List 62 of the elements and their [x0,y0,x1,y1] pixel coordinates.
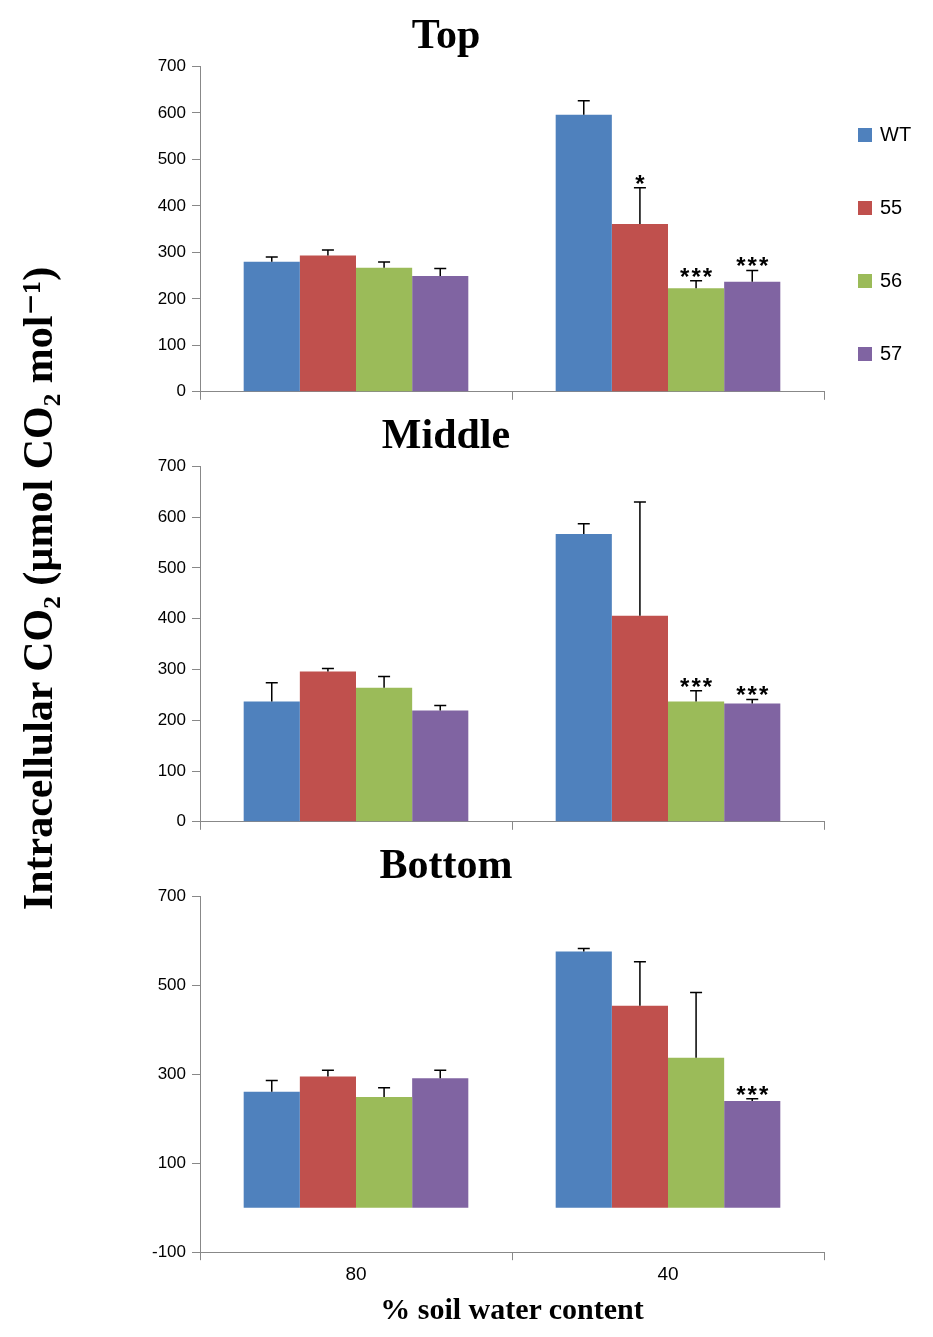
y-tick-label: 0 [176,811,186,831]
y-tick-label: 500 [157,149,186,169]
bar [356,267,413,392]
chart-title: Bottom [379,841,513,888]
data-label: * [635,169,647,197]
bar [243,701,300,822]
x-axis-title: % soil water content [380,1291,644,1325]
bar [555,114,612,392]
data-label: *** [680,262,715,290]
data-label: *** [736,681,771,709]
bar [611,615,668,822]
y-tick-label: 300 [157,659,186,679]
legend-label: 56 [880,269,903,292]
bar [243,1091,300,1208]
y-tick-label: 300 [157,242,186,262]
y-tick-label: 700 [157,56,186,76]
y-tick-label: 700 [157,456,186,476]
y-tick-label: 100 [157,335,186,354]
bar [555,533,612,822]
bar [555,951,612,1208]
y-tick-label: 600 [157,102,186,122]
y-tick-label: 400 [157,608,186,628]
bar [724,703,781,822]
bar [299,1076,356,1208]
bar [299,255,356,392]
bar [412,1078,469,1208]
bar [611,1005,668,1208]
legend-label: 55 [880,196,903,219]
y-tick-label: 500 [157,557,186,577]
legend-label: 57 [880,342,903,365]
bar [356,687,413,822]
legend-label: WT [880,123,912,146]
y-tick-label: 100 [157,1152,186,1172]
bar [668,1057,725,1208]
y-tick-label: 400 [157,195,186,215]
data-label: *** [680,672,715,700]
y-tick-label: 200 [157,709,186,729]
bar [243,261,300,392]
y-tick-label: 300 [157,1063,186,1083]
bar [356,1096,413,1208]
x-tick-label: 80 [345,1262,367,1284]
y-tick-label: 500 [157,975,186,995]
bar [299,671,356,822]
data-label: *** [736,252,771,280]
bar [668,288,725,392]
bar [412,710,469,822]
chart-title: Middle [381,411,511,458]
y-tick-label: 600 [157,506,186,526]
y-tick-label: 700 [157,886,186,906]
y-axis-title: Intracellular CO₂ (µmol CO₂ mol⁻¹) [14,266,63,910]
bar [611,223,668,392]
y-tick-label: 200 [157,288,186,308]
bar [724,1100,781,1208]
y-tick-label: 100 [157,760,186,780]
bar [412,276,469,392]
y-tick-label: 0 [176,381,186,401]
y-tick-label: -100 [151,1241,186,1261]
bar [668,701,725,822]
bar [724,281,781,392]
chart-title: Top [411,11,481,58]
x-tick-label: 40 [657,1262,679,1284]
data-label: *** [736,1080,771,1108]
